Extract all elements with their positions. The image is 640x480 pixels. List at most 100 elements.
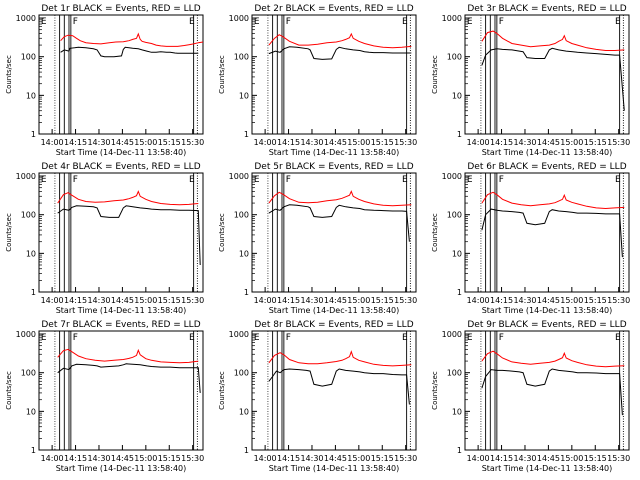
x-tick-label: 15:15	[584, 138, 607, 147]
chart-title: Det 5r BLACK = Events, RED = LLD	[254, 162, 413, 172]
chart-title: Det 4r BLACK = Events, RED = LLD	[41, 162, 200, 172]
flag-label: E	[254, 175, 260, 185]
x-axis-label: Start Time (14-Dec-11 13:58:40)	[482, 464, 613, 473]
x-tick-label: 15:00	[134, 296, 157, 305]
y-tick-label: 1000	[442, 172, 462, 181]
x-tick-label: 14:15	[490, 296, 513, 305]
flag-label: E	[402, 17, 408, 27]
x-tick-label: 14:15	[277, 296, 300, 305]
x-axis-label: Start Time (14-Dec-11 13:58:40)	[482, 306, 613, 315]
y-tick-label: 1000	[16, 172, 36, 181]
chart-title: Det 2r BLACK = Events, RED = LLD	[254, 4, 413, 14]
series-events-line	[268, 368, 410, 405]
y-tick-label: 10	[452, 91, 462, 100]
chart-title: Det 3r BLACK = Events, RED = LLD	[467, 4, 626, 14]
x-axis-label: Start Time (14-Dec-11 13:58:40)	[56, 464, 187, 473]
x-tick-label: 14:45	[111, 454, 134, 463]
x-tick-label: 14:00	[41, 138, 64, 147]
series-lld-line	[268, 350, 412, 367]
y-tick-label: 100	[447, 369, 462, 378]
plot-frame	[251, 14, 417, 135]
flag-label: E	[41, 175, 47, 185]
chart-panel-9: Det 9r BLACK = Events, RED = LLD 1 10 100 10…	[431, 320, 630, 473]
x-tick-label: 14:45	[324, 138, 347, 147]
flag-label: E	[402, 333, 408, 343]
x-axis-label: Start Time (14-Dec-11 13:58:40)	[269, 148, 400, 157]
x-tick-label: 14:00	[41, 454, 64, 463]
flag-label: E	[467, 333, 473, 343]
series-events-line	[57, 205, 201, 266]
x-tick-label: 14:00	[467, 296, 490, 305]
chart-panel-4: Det 4r BLACK = Events, RED = LLD 1 10 100 10…	[5, 162, 204, 315]
y-tick-label: 1	[244, 446, 249, 455]
x-tick-label: 14:15	[277, 454, 300, 463]
chart-panel-2: Det 2r BLACK = Events, RED = LLD 1 10 100 10…	[218, 4, 417, 157]
x-axis-label: Start Time (14-Dec-11 13:58:40)	[56, 148, 187, 157]
x-tick-label: 15:15	[158, 138, 181, 147]
y-tick-label: 100	[234, 369, 249, 378]
chart-title: Det 1r BLACK = Events, RED = LLD	[41, 4, 200, 14]
flag-label: F	[286, 17, 291, 27]
flag-label: E	[615, 17, 621, 27]
plot-frame	[251, 172, 417, 293]
flag-label: E	[41, 333, 47, 343]
y-tick-label: 100	[447, 53, 462, 62]
x-tick-label: 15:15	[584, 296, 607, 305]
x-tick-label: 14:00	[254, 454, 277, 463]
plot-frame	[464, 330, 630, 451]
series-lld-line	[57, 348, 199, 364]
x-tick-label: 15:30	[181, 138, 204, 147]
flag-label: E	[467, 17, 473, 27]
x-tick-label: 14:30	[300, 454, 323, 463]
y-tick-label: 100	[234, 211, 249, 220]
y-tick-label: 1000	[229, 330, 249, 339]
x-tick-label: 14:45	[111, 296, 134, 305]
x-tick-label: 14:00	[254, 138, 277, 147]
chart-panel-5: Det 5r BLACK = Events, RED = LLD 1 10 100 10…	[218, 162, 417, 315]
x-tick-label: 14:30	[87, 138, 110, 147]
x-axis-label: Start Time (14-Dec-11 13:58:40)	[269, 306, 400, 315]
flag-label: E	[189, 17, 195, 27]
y-tick-label: 1	[244, 288, 249, 297]
x-tick-label: 15:15	[371, 454, 394, 463]
x-tick-label: 14:15	[490, 454, 513, 463]
y-tick-label: 100	[447, 211, 462, 220]
chart-title: Det 7r BLACK = Events, RED = LLD	[41, 320, 200, 330]
x-tick-label: 15:00	[560, 296, 583, 305]
x-tick-label: 14:15	[490, 138, 513, 147]
plot-frame	[38, 172, 204, 293]
flag-label: F	[499, 175, 504, 185]
x-tick-label: 14:30	[513, 454, 536, 463]
y-tick-label: 100	[21, 53, 36, 62]
x-tick-label: 15:15	[584, 454, 607, 463]
x-axis-label: Start Time (14-Dec-11 13:58:40)	[482, 148, 613, 157]
x-tick-label: 15:15	[158, 454, 181, 463]
flag-label: E	[615, 175, 621, 185]
y-tick-label: 1	[457, 288, 462, 297]
x-tick-label: 15:00	[347, 296, 370, 305]
series-events-line	[481, 208, 623, 258]
x-tick-label: 14:30	[300, 138, 323, 147]
chart-panel-8: Det 8r BLACK = Events, RED = LLD 1 10 100 10…	[218, 320, 417, 473]
x-tick-label: 15:15	[371, 138, 394, 147]
y-tick-label: 10	[26, 91, 36, 100]
flag-label: F	[73, 175, 78, 185]
y-axis-label: Counts/sec	[218, 55, 226, 94]
y-tick-label: 10	[239, 249, 249, 258]
x-tick-label: 14:45	[537, 138, 560, 147]
flag-label: E	[402, 175, 408, 185]
chart-panel-3: Det 3r BLACK = Events, RED = LLD 1 10 100 10…	[431, 4, 630, 157]
y-tick-label: 10	[26, 407, 36, 416]
flag-label: F	[286, 175, 291, 185]
x-tick-label: 14:15	[64, 296, 87, 305]
series-events-line	[481, 368, 623, 416]
chart-panel-6: Det 6r BLACK = Events, RED = LLD 1 10 100 10…	[431, 162, 630, 315]
y-tick-label: 1000	[229, 14, 249, 23]
y-tick-label: 1	[457, 130, 462, 139]
x-tick-label: 14:00	[467, 138, 490, 147]
chart-title: Det 9r BLACK = Events, RED = LLD	[467, 320, 626, 330]
series-lld-line	[481, 350, 625, 368]
x-tick-label: 15:00	[560, 138, 583, 147]
y-tick-label: 100	[21, 369, 36, 378]
